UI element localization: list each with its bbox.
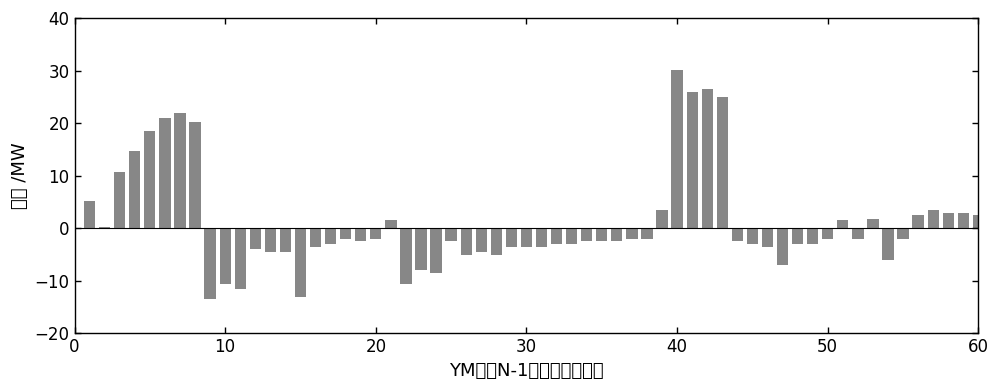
Bar xyxy=(506,228,517,247)
Bar xyxy=(265,228,276,252)
Bar xyxy=(822,228,833,239)
Bar xyxy=(340,228,351,239)
Bar xyxy=(566,228,577,244)
Bar xyxy=(325,228,336,244)
Bar xyxy=(641,228,653,239)
Y-axis label: 残差 /MW: 残差 /MW xyxy=(11,142,29,209)
Bar xyxy=(973,215,984,228)
Bar xyxy=(777,228,788,265)
Bar xyxy=(280,228,291,252)
Bar xyxy=(415,228,427,271)
Bar xyxy=(882,228,894,260)
Bar xyxy=(370,228,381,239)
Bar xyxy=(385,221,397,228)
Bar xyxy=(84,201,95,228)
Bar xyxy=(611,228,622,242)
Bar xyxy=(204,228,216,299)
Bar xyxy=(596,228,607,242)
Bar xyxy=(159,118,171,228)
Bar xyxy=(912,215,924,228)
Bar xyxy=(897,228,909,239)
Bar xyxy=(687,92,698,228)
Bar xyxy=(129,151,140,228)
Bar xyxy=(928,210,939,228)
Bar xyxy=(114,172,125,228)
Bar xyxy=(852,228,864,239)
Bar xyxy=(310,228,321,247)
Bar xyxy=(400,228,412,283)
Bar xyxy=(461,228,472,255)
Bar xyxy=(445,228,457,242)
Bar xyxy=(792,228,803,244)
Bar xyxy=(943,213,954,228)
Bar xyxy=(702,89,713,228)
Bar xyxy=(430,228,442,273)
Bar xyxy=(551,228,562,244)
Bar xyxy=(250,228,261,249)
Bar xyxy=(626,228,638,239)
Bar xyxy=(536,228,547,247)
Bar xyxy=(491,228,502,255)
Bar xyxy=(295,228,306,297)
Bar xyxy=(958,213,969,228)
Bar xyxy=(189,122,201,228)
Bar xyxy=(235,228,246,289)
Bar xyxy=(747,228,758,244)
Bar xyxy=(807,228,818,244)
Bar xyxy=(867,219,879,228)
Bar xyxy=(476,228,487,252)
Bar xyxy=(220,228,231,283)
Bar xyxy=(581,228,592,242)
Bar xyxy=(762,228,773,247)
Bar xyxy=(521,228,532,247)
Bar xyxy=(144,131,155,228)
Bar xyxy=(99,227,110,228)
Bar xyxy=(656,210,668,228)
Bar xyxy=(732,228,743,242)
Bar xyxy=(174,113,186,228)
Bar xyxy=(671,70,683,228)
Bar xyxy=(717,97,728,228)
Bar xyxy=(837,221,848,228)
X-axis label: YM单线N-1的热稳定临界点: YM单线N-1的热稳定临界点 xyxy=(449,362,604,380)
Bar xyxy=(355,228,366,242)
